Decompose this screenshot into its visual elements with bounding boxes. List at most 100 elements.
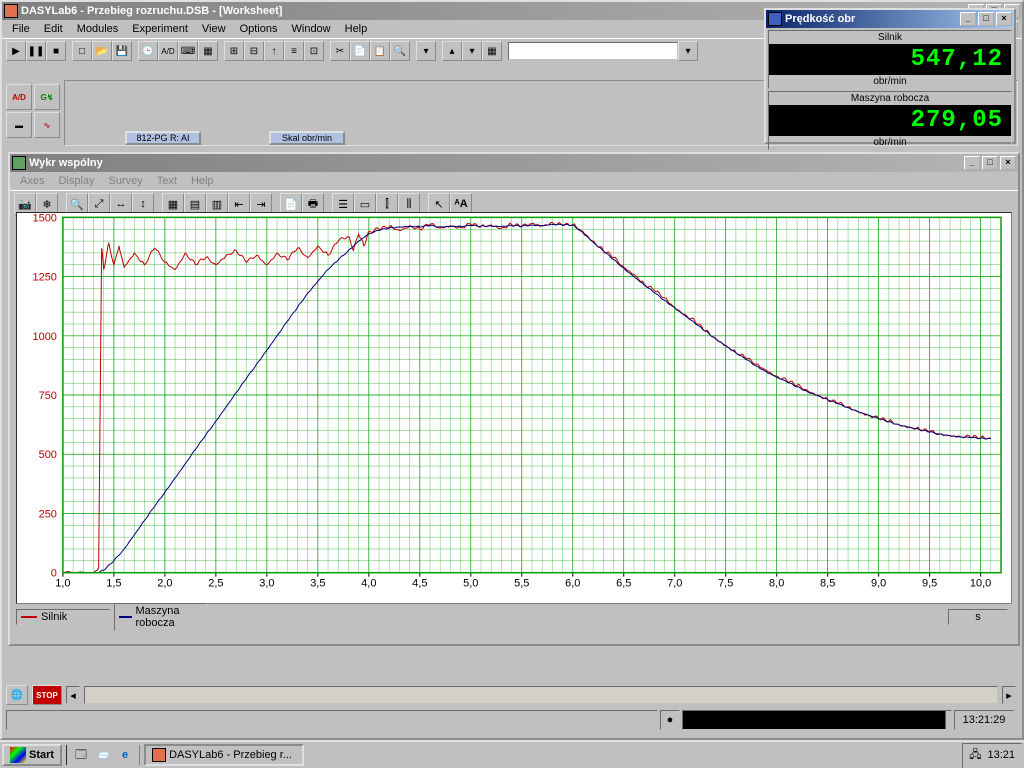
zoom-button[interactable]: 🔍 xyxy=(390,41,410,61)
digital-label-1: Maszyna robocza xyxy=(769,92,1011,105)
menu-edit[interactable]: Edit xyxy=(38,21,69,37)
ad-module-button[interactable]: A/D xyxy=(6,84,32,110)
new-button[interactable]: □ xyxy=(72,41,92,61)
chart-svg: 02505007501000125015001,01,52,02,53,03,5… xyxy=(17,213,1011,603)
menu-window[interactable]: Window xyxy=(286,21,337,37)
clock-button[interactable]: 🕒 xyxy=(138,41,158,61)
svg-text:2,5: 2,5 xyxy=(208,578,223,590)
digital-panel-0: Silnik 547,12 obr/min xyxy=(768,30,1012,89)
stop-button[interactable]: ■ xyxy=(46,41,66,61)
module-2[interactable]: Skal obr/min xyxy=(269,131,345,145)
ql-ie-icon[interactable]: e xyxy=(115,745,135,765)
scroll-left-button[interactable]: ◂ xyxy=(66,686,80,704)
module-1[interactable]: 812-PG R: AI xyxy=(125,131,201,145)
dd2b-button[interactable]: ▾ xyxy=(462,41,482,61)
legend-color-1 xyxy=(119,616,132,618)
main-title: DASYLab6 - Przebieg rozruchu.DSB - [Work… xyxy=(21,5,282,17)
scroll-right-button[interactable]: ▸ xyxy=(1002,686,1016,704)
tool-d-button[interactable]: ≡ xyxy=(284,41,304,61)
start-label: Start xyxy=(29,749,54,761)
stop-big-button[interactable]: STOP xyxy=(32,685,62,705)
paste-button[interactable]: 📋 xyxy=(370,41,390,61)
svg-text:9,5: 9,5 xyxy=(922,578,937,590)
chart-close-button[interactable]: × xyxy=(1000,156,1016,170)
legend-silnik: Silnik xyxy=(16,609,110,625)
chart-icon xyxy=(12,156,26,170)
copy-button[interactable]: 📄 xyxy=(350,41,370,61)
module-sidebar: A/D G↯ ▬ ∿ xyxy=(4,82,64,140)
dd2-button[interactable]: ▴ xyxy=(442,41,462,61)
chart-legend: Silnik Maszyna robocza s xyxy=(16,608,1012,626)
tool-c-button[interactable]: ↑ xyxy=(264,41,284,61)
menu-options[interactable]: Options xyxy=(234,21,284,37)
svg-text:750: 750 xyxy=(39,390,57,402)
tray-net-icon[interactable]: 🖧 xyxy=(969,746,981,765)
svg-text:3,0: 3,0 xyxy=(259,578,274,590)
chart-menu-survey[interactable]: Survey xyxy=(103,173,149,189)
svg-text:5,0: 5,0 xyxy=(463,578,478,590)
menu-experiment[interactable]: Experiment xyxy=(126,21,194,37)
svg-text:6,5: 6,5 xyxy=(616,578,631,590)
digital-close-button[interactable]: × xyxy=(996,12,1012,26)
svg-text:500: 500 xyxy=(39,449,57,461)
ad-button[interactable]: A/D xyxy=(158,41,178,61)
chart-titlebar[interactable]: Wykr wspólny _ □ × xyxy=(10,154,1018,172)
x-unit-box: s xyxy=(948,609,1008,625)
chart-menu-text[interactable]: Text xyxy=(151,173,183,189)
taskbar-app-icon xyxy=(152,748,166,762)
digital-value-1: 279,05 xyxy=(769,105,1011,136)
digital-unit-0: obr/min xyxy=(769,75,1011,88)
svg-text:4,0: 4,0 xyxy=(361,578,376,590)
grid-button[interactable]: ▦ xyxy=(198,41,218,61)
taskbar-app-label: DASYLab6 - Przebieg r... xyxy=(169,749,292,761)
play-button[interactable]: ▶ xyxy=(6,41,26,61)
dd1-button[interactable]: ▾ xyxy=(416,41,436,61)
svg-text:8,0: 8,0 xyxy=(769,578,784,590)
box-module-button[interactable]: ▬ xyxy=(6,112,32,138)
svg-text:3,5: 3,5 xyxy=(310,578,325,590)
dd4-button[interactable]: ▾ xyxy=(678,41,698,61)
legend-label-0: Silnik xyxy=(41,611,67,623)
ql-desktop-icon[interactable]: 🗔 xyxy=(71,745,91,765)
chart-menu-display[interactable]: Display xyxy=(52,173,100,189)
tool-b-button[interactable]: ⊟ xyxy=(244,41,264,61)
svg-text:9,0: 9,0 xyxy=(871,578,886,590)
chart-plot-area[interactable]: 02505007501000125015001,01,52,02,53,03,5… xyxy=(16,212,1012,604)
hscrollbar[interactable] xyxy=(84,686,998,704)
kbd-button[interactable]: ⌨ xyxy=(178,41,198,61)
menu-help[interactable]: Help xyxy=(339,21,374,37)
svg-text:1000: 1000 xyxy=(33,331,57,343)
start-button[interactable]: Start xyxy=(2,744,62,766)
svg-text:8,5: 8,5 xyxy=(820,578,835,590)
digital-maximize-button[interactable]: □ xyxy=(978,12,994,26)
g-module-button[interactable]: G↯ xyxy=(34,84,60,110)
tool-e-button[interactable]: ⊡ xyxy=(304,41,324,61)
chart-menu-axes[interactable]: Axes xyxy=(14,173,50,189)
svg-text:1,5: 1,5 xyxy=(106,578,121,590)
dd3-button[interactable]: ▦ xyxy=(482,41,502,61)
digital-minimize-button[interactable]: _ xyxy=(960,12,976,26)
globe-button[interactable]: 🌐 xyxy=(6,685,28,705)
svg-text:10,0: 10,0 xyxy=(970,578,991,590)
menu-view[interactable]: View xyxy=(196,21,232,37)
pause-button[interactable]: ❚❚ xyxy=(26,41,46,61)
ql-explorer-icon[interactable]: 📨 xyxy=(93,745,113,765)
menu-modules[interactable]: Modules xyxy=(71,21,125,37)
save-button[interactable]: 💾 xyxy=(112,41,132,61)
windows-icon xyxy=(10,747,26,763)
chart-menu-help[interactable]: Help xyxy=(185,173,220,189)
chart-minimize-button[interactable]: _ xyxy=(964,156,980,170)
search-field[interactable] xyxy=(508,42,678,60)
tool-a-button[interactable]: ⊞ xyxy=(224,41,244,61)
cut-button[interactable]: ✂ xyxy=(330,41,350,61)
app-icon xyxy=(4,4,18,18)
legend-label-1: Maszyna robocza xyxy=(136,605,203,629)
wave-module-button[interactable]: ∿ xyxy=(34,112,60,138)
chart-maximize-button[interactable]: □ xyxy=(982,156,998,170)
taskbar-app-button[interactable]: DASYLab6 - Przebieg r... xyxy=(144,744,304,766)
digital-titlebar[interactable]: Prędkość obr _ □ × xyxy=(766,10,1014,28)
open-button[interactable]: 📂 xyxy=(92,41,112,61)
svg-text:6,0: 6,0 xyxy=(565,578,580,590)
svg-text:1250: 1250 xyxy=(33,272,57,284)
menu-file[interactable]: File xyxy=(6,21,36,37)
